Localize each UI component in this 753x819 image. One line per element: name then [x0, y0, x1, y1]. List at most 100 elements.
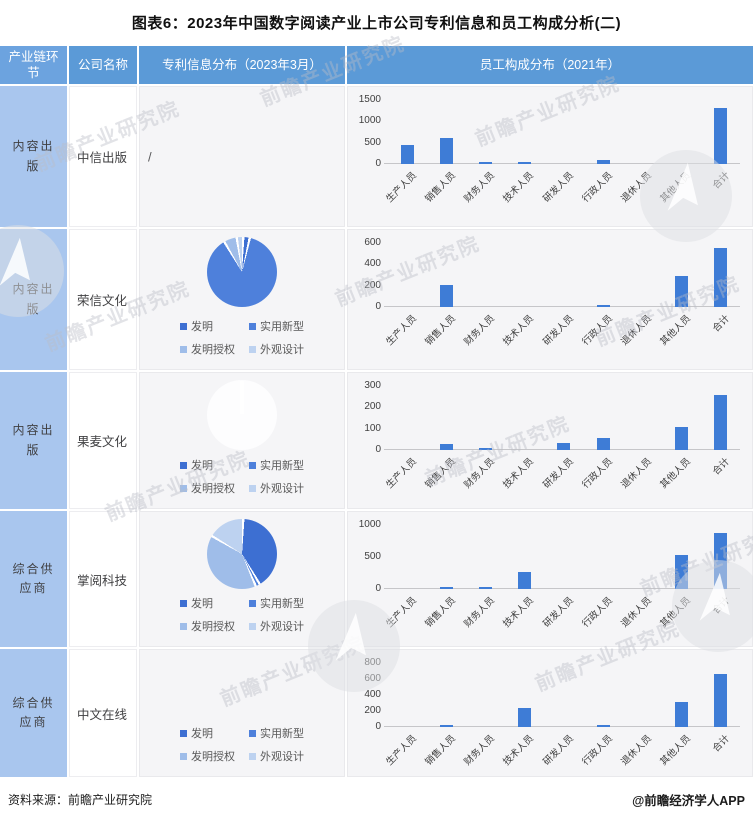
- category-label: 退休人员: [619, 170, 654, 205]
- category-label: 研发人员: [540, 595, 576, 630]
- category-label: 退休人员: [619, 313, 654, 348]
- category-label: 生产人员: [384, 170, 420, 205]
- legend-item: 实用新型: [249, 725, 304, 741]
- employee-chart-cell: 0 200 400 600 800 生产人员 销售人员 财务人员 技术人员 研发人员 行政人员 退休人…: [347, 649, 753, 777]
- bar-category-labels: 生产人员 销售人员 财务人员 技术人员 研发人员 行政人员 退休人员 其他人员 合计: [384, 727, 740, 776]
- category-label: 技术人员: [501, 733, 537, 768]
- category-label: 合计: [710, 313, 732, 335]
- company-name-cell: 中文在线: [69, 649, 137, 777]
- bar-slot: [701, 663, 740, 727]
- y-tick-label: 0: [375, 444, 381, 455]
- y-tick-label: 1000: [358, 115, 381, 127]
- y-tick-label: 0: [375, 301, 381, 312]
- employee-bar: [401, 145, 415, 164]
- category-label: 合计: [710, 595, 732, 617]
- category-label: 退休人员: [619, 595, 654, 630]
- legend-item: 实用新型: [249, 595, 304, 611]
- bar-y-axis: 0 200 400 600: [354, 237, 388, 312]
- patent-pie-chart: [207, 380, 277, 450]
- x-axis-line: [384, 726, 740, 727]
- y-tick-label: 0: [375, 721, 381, 732]
- category-label-slot: 技术人员: [502, 589, 544, 646]
- category-label-slot: 合计: [701, 164, 740, 226]
- bar-slot: [388, 525, 427, 589]
- x-axis-line: [384, 588, 740, 589]
- legend-swatch: [249, 752, 256, 760]
- y-tick-label: 800: [364, 657, 381, 668]
- category-label-slot: 合计: [701, 307, 740, 369]
- employee-bar: [713, 532, 727, 589]
- bar-slot: [388, 663, 427, 727]
- category-label: 研发人员: [540, 733, 576, 768]
- patent-chart-area: 发明 实用新型 发明授权 外观设计: [140, 512, 344, 646]
- legend-swatch: [249, 461, 256, 469]
- employee-bar: [713, 394, 727, 450]
- category-label: 退休人员: [619, 456, 654, 491]
- bar-plot-area: [384, 525, 740, 589]
- category-label: 生产人员: [384, 313, 420, 348]
- no-patent-slash: /: [148, 149, 152, 164]
- category-label: 技术人员: [501, 313, 537, 348]
- bar-slot: [388, 100, 427, 164]
- y-tick-label: 1500: [358, 94, 381, 105]
- column-header: 产业链环节: [0, 46, 67, 84]
- y-tick-label: 1000: [358, 519, 381, 530]
- employee-bar-chart: 0 500 1000 生产人员 销售人员 财务人员 技术人员 研发人员 行政人员 退休人员 其他人员…: [354, 519, 740, 646]
- category-label: 财务人员: [462, 595, 498, 630]
- category-label-slot: 研发人员: [541, 589, 583, 646]
- legend-item: 发明: [180, 595, 235, 611]
- bar-slot: [623, 243, 662, 307]
- company-name-cell: 中信出版: [69, 86, 137, 227]
- category-label: 研发人员: [540, 313, 576, 348]
- y-tick-label: 300: [364, 380, 381, 391]
- employee-bar: [440, 443, 454, 450]
- employee-bar: [479, 587, 493, 589]
- bar-slot: [584, 663, 623, 727]
- y-tick-label: 600: [364, 237, 381, 248]
- employee-bar: [674, 555, 688, 589]
- category-label: 行政人员: [579, 595, 615, 630]
- bar-slot: [505, 243, 544, 307]
- legend-swatch: [249, 599, 256, 607]
- bar-slot: [662, 386, 701, 450]
- category-label: 生产人员: [384, 733, 420, 768]
- employee-bar: [596, 725, 610, 727]
- legend-swatch: [180, 622, 187, 630]
- employee-bar: [518, 707, 532, 727]
- bar-slot: [662, 525, 701, 589]
- legend-item: 发明: [180, 457, 235, 473]
- legend-label: 发明授权: [191, 751, 235, 763]
- category-label: 退休人员: [619, 733, 654, 768]
- category-label-slot: 合计: [701, 450, 740, 508]
- bar-slot: [584, 100, 623, 164]
- chain-link-cell: 内容出版: [0, 86, 67, 227]
- bar-slot: [544, 386, 583, 450]
- category-label-slot: 合计: [701, 589, 740, 646]
- bar-y-axis: 0 500 1000: [354, 519, 388, 594]
- employee-bar-chart: 0 500 1000 1500 生产人员 销售人员 财务人员 技术人员 研发人员 行政人员 退休人员…: [354, 94, 740, 226]
- bar-category-labels: 生产人员 销售人员 财务人员 技术人员 研发人员 行政人员 退休人员 其他人员 合计: [384, 164, 740, 226]
- y-tick-label: 0: [375, 583, 381, 594]
- legend-item: 发明授权: [180, 480, 235, 496]
- employee-bar-chart: 0 100 200 300 生产人员 销售人员 财务人员 技术人员 研发人员 行政人员 退休人员 其他…: [354, 380, 740, 508]
- employee-bar: [713, 107, 727, 164]
- bar-slot: [466, 525, 505, 589]
- employee-chart-cell: 0 100 200 300 生产人员 销售人员 财务人员 技术人员 研发人员 行政人员 退休人员 其他…: [347, 372, 753, 509]
- category-label: 合计: [710, 456, 732, 478]
- bar-plot-area: [384, 663, 740, 727]
- employee-bar: [674, 426, 688, 450]
- bar-plot-area: [384, 243, 740, 307]
- category-label: 生产人员: [384, 456, 420, 491]
- legend-item: 发明授权: [180, 748, 235, 764]
- column-header: 员工构成分布（2021年）: [347, 46, 753, 84]
- chain-link-cell: 内容出版: [0, 372, 67, 509]
- category-label: 财务人员: [462, 733, 498, 768]
- category-label: 研发人员: [540, 170, 576, 205]
- patent-info-cell: /: [139, 86, 345, 227]
- category-label-slot: 其他人员: [658, 164, 701, 226]
- legend-item: 外观设计: [249, 480, 304, 496]
- employee-bar-chart: 0 200 400 600 生产人员 销售人员 财务人员 技术人员 研发人员 行政人员 退休人员 其他…: [354, 237, 740, 369]
- bar-slot: [544, 525, 583, 589]
- legend-label: 发明授权: [191, 483, 235, 495]
- patent-pie-chart: [207, 519, 277, 589]
